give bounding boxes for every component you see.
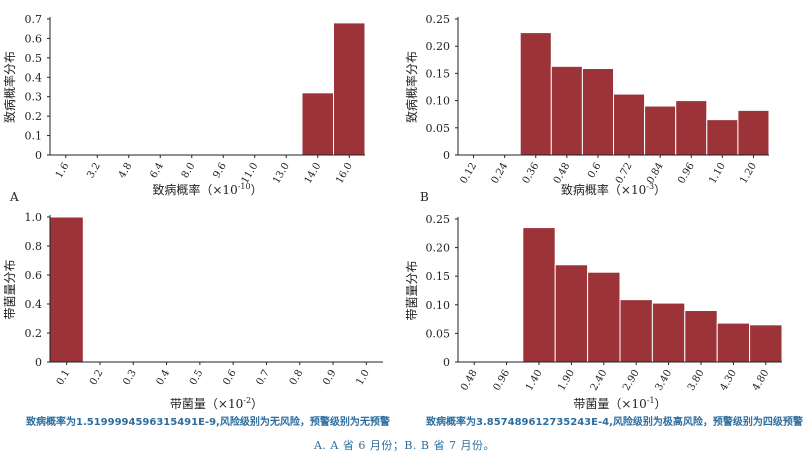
y-tick-label: 0.3 [25, 91, 43, 104]
x-tick-label: 0.12 [458, 161, 479, 186]
y-tick-label: 0.6 [25, 32, 43, 45]
x-tick-label: 0.3 [121, 368, 138, 387]
x-tick-label: 4.80 [751, 368, 772, 393]
x-tick-label: 1.10 [707, 161, 728, 186]
x-tick-label: 0.6 [221, 368, 238, 387]
y-tick-label: 0.10 [426, 95, 451, 108]
bar [550, 65, 583, 156]
y-tick-label: 0.1 [25, 130, 43, 143]
x-tick-label: 9.6 [211, 161, 228, 180]
y-tick-label: 0 [35, 356, 42, 369]
y-tick-label: 0.05 [426, 327, 451, 340]
x-axis-label: 致病概率（×10-10） [152, 182, 262, 197]
y-tick-label: 0.10 [426, 299, 451, 312]
y-axis-label: 致病概率分布 [404, 51, 419, 123]
bar [651, 302, 686, 363]
x-tick-label: 1.90 [556, 368, 577, 393]
x-tick-label: 14.0 [303, 161, 324, 186]
y-tick-label: 0.2 [25, 327, 43, 340]
panel-letter: B [420, 190, 429, 204]
x-tick-label: 1.20 [738, 161, 759, 186]
y-tick-label: 0.5 [25, 52, 43, 65]
bar [706, 119, 739, 156]
x-tick-label: 0.1 [55, 368, 72, 387]
x-axis-label: 致病概率（×10-3） [561, 182, 666, 197]
x-tick-label: 3.40 [654, 368, 675, 393]
y-tick-label: 0 [35, 149, 42, 162]
y-tick-label: 0.4 [25, 71, 43, 84]
y-tick-label: 0.8 [25, 240, 43, 253]
bar [675, 100, 708, 156]
bar [737, 109, 770, 156]
y-tick-label: 0.4 [25, 298, 43, 311]
bar [684, 310, 718, 363]
y-tick-label: 0.25 [426, 213, 451, 226]
chart-panel-c: 0 0.2 0.4 0.6 0.8 1.0 0.1 0.2 0.3 0.4 0.5 0.6 0.7 0.8… [3, 211, 383, 411]
y-tick-label: 0.15 [426, 270, 451, 283]
x-tick-label: 6.4 [148, 161, 165, 180]
x-tick-label: 13.0 [271, 161, 292, 186]
x-tick-label: 1.0 [354, 368, 371, 387]
x-tick-label: 0.6 [586, 161, 603, 180]
status-text-right: 致病概率为3.857489612735243E-4,风险级别为极高风险，预警级别… [426, 417, 803, 428]
y-tick-label: 0 [443, 356, 450, 369]
figure-caption: A. A 省 6 月份；B. B 省 7 月份。 [313, 439, 496, 452]
y-axis-label: 带菌量分布 [405, 260, 419, 320]
bar [587, 271, 621, 363]
chart-panel-d: 0 0.05 0.10 0.15 0.20 0.25 0.48 0.96 1.40 1.90 2.4… [405, 213, 783, 411]
bar [613, 93, 646, 156]
panel-letter: A [9, 190, 19, 204]
x-tick-label: 0.8 [288, 368, 305, 387]
y-tick-label: 0.25 [426, 13, 451, 26]
y-tick-label: 0.7 [25, 13, 43, 26]
bar [749, 324, 783, 363]
status-text-left: 致病概率为1.5199994596315491E-9,风险级别为无风险，预警级别… [26, 417, 390, 428]
chart-panel-b: 00.050.100.150.200.250.12 0.24 0.36 0.48 0.6… [404, 13, 770, 204]
x-tick-label: 0.48 [459, 368, 480, 393]
x-tick-label: 0.4 [155, 368, 172, 387]
x-tick-label: 16.0 [334, 161, 355, 186]
y-tick-label: 0.20 [426, 40, 451, 53]
x-tick-label: 0.9 [321, 368, 338, 387]
x-tick-label: 2.40 [589, 368, 610, 393]
bar [301, 92, 334, 156]
x-tick-label: 4.8 [117, 161, 134, 180]
x-tick-label: 0.7 [255, 368, 272, 387]
y-tick-label: 0.15 [426, 67, 451, 80]
x-tick-label: 0.2 [88, 368, 105, 387]
x-tick-label: 0.24 [490, 161, 511, 186]
y-tick-label: 0.05 [426, 122, 451, 135]
bar [716, 322, 751, 363]
x-tick-label: 0.5 [188, 368, 205, 387]
x-axis-label: 带菌量（×10-1） [573, 396, 666, 411]
y-tick-label: 0 [443, 149, 450, 162]
bar [333, 22, 366, 156]
x-tick-label: 0.36 [521, 161, 542, 186]
y-axis-label: 带菌量分布 [3, 259, 17, 319]
bar [581, 68, 615, 156]
x-tick-label: 2.90 [621, 368, 642, 393]
y-tick-label: 1.0 [25, 211, 43, 224]
x-tick-label: 3.80 [686, 368, 707, 393]
x-tick-label: 4.30 [718, 368, 739, 393]
x-tick-label: 0.96 [676, 161, 697, 186]
y-tick-label: 0.6 [25, 269, 43, 282]
x-axis-label: 带菌量（×10-2） [170, 396, 263, 411]
x-tick-label: 1.40 [524, 368, 545, 393]
chart-panel-a: 0 0.1 0.2 0.3 0.4 0.5 0.6 0.7 1.6 3.2 4.8 6.4 8.0 9.6… [2, 13, 366, 204]
x-tick-label: 3.2 [85, 161, 102, 180]
x-tick-label: 1.6 [54, 161, 71, 180]
x-tick-label: 0.96 [492, 368, 513, 393]
bar [619, 299, 653, 363]
bar [49, 216, 84, 363]
bar [522, 227, 556, 363]
y-axis-label: 致病概率分布 [2, 51, 17, 123]
bar [554, 264, 589, 363]
bar [519, 32, 552, 156]
bar [644, 105, 677, 156]
y-tick-label: 0.20 [426, 242, 451, 255]
y-tick-label: 0.2 [25, 110, 43, 123]
x-tick-label: 8.0 [180, 161, 197, 180]
